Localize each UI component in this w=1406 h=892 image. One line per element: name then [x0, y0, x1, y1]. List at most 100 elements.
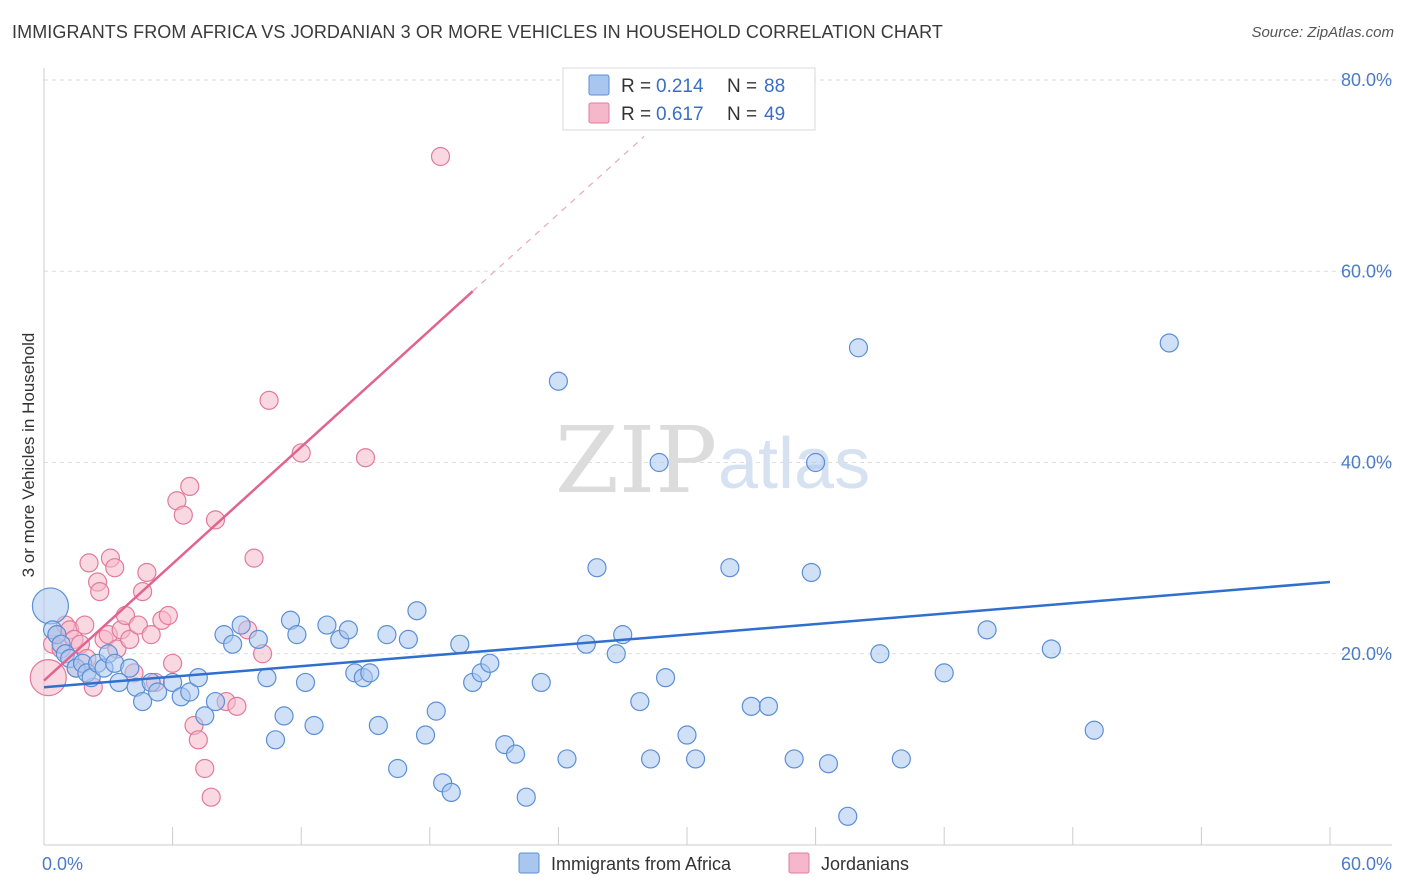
- africa-point-87: [1159, 333, 1179, 353]
- chart-title: IMMIGRANTS FROM AFRICA VS JORDANIAN 3 OR…: [12, 22, 943, 42]
- africa-point-29: [248, 629, 268, 650]
- bottom-legend-swatch-jordan: [788, 852, 810, 874]
- africa-point-42: [360, 663, 380, 683]
- watermark-zip: ZIP: [555, 407, 717, 514]
- jordanians-points: [29, 146, 451, 807]
- y-tick-label-80: 80.0%: [1341, 70, 1392, 90]
- africa-point-70: [677, 725, 697, 745]
- africa-point-17: [132, 691, 153, 712]
- jordanians-trend-line: [43, 290, 474, 682]
- jordanians-point-9: [75, 615, 95, 635]
- africa-point-52: [450, 634, 470, 654]
- africa-point-64: [606, 644, 626, 664]
- bottom-legend: Immigrants from Africa Jordanians: [518, 852, 909, 874]
- africa-point-85: [1041, 639, 1061, 659]
- jordanians-point-46: [291, 443, 311, 463]
- jordanians-point-45: [259, 390, 279, 410]
- legend-r-value-africa: 0.214: [656, 76, 704, 97]
- x-tick-label-min: 0.0%: [42, 854, 83, 874]
- y-tick-label-40: 40.0%: [1341, 453, 1392, 473]
- africa-point-75: [784, 749, 804, 769]
- africa-point-22: [180, 682, 200, 702]
- africa-point-59: [531, 672, 551, 693]
- africa-point-69: [655, 668, 676, 688]
- africa-point-43: [368, 715, 388, 736]
- jordanians-point-31: [163, 653, 183, 673]
- africa-point-73: [741, 696, 761, 716]
- jordanians-point-48: [430, 146, 451, 167]
- africa-point-15: [120, 658, 140, 678]
- africa-point-32: [274, 706, 294, 726]
- africa-point-27: [223, 634, 243, 654]
- legend-r-value-jordan: 0.617: [656, 104, 704, 125]
- africa-point-47: [407, 601, 427, 621]
- africa-point-0: [31, 587, 70, 625]
- africa-point-48: [415, 725, 436, 745]
- africa-point-71: [685, 749, 706, 769]
- africa-point-36: [304, 715, 324, 736]
- africa-point-82: [891, 749, 911, 769]
- axes: [43, 68, 1392, 846]
- jordanians-point-27: [141, 625, 161, 645]
- africa-point-72: [720, 558, 740, 578]
- africa-trend-line: [43, 580, 1331, 689]
- x-tick-label-max: 60.0%: [1341, 854, 1392, 874]
- jordanians-point-11: [79, 553, 99, 573]
- jordanians-point-38: [201, 787, 221, 807]
- africa-point-39: [338, 620, 358, 640]
- africa-point-83: [934, 663, 954, 683]
- jordanians-point-18: [105, 558, 125, 578]
- top-legend: R = 0.214 N = 88 R = 0.617 N = 49: [562, 67, 816, 131]
- jordanians-point-39: [205, 510, 226, 530]
- jordanians-point-37: [195, 758, 215, 779]
- jordanians-point-14: [90, 581, 110, 602]
- africa-point-51: [441, 782, 461, 803]
- legend-n-label-africa: N =: [727, 76, 757, 97]
- x-ticks: [43, 827, 1331, 845]
- jordanians-point-24: [128, 615, 148, 635]
- jordanians-point-30: [158, 605, 178, 626]
- jordanians-point-43: [244, 548, 264, 568]
- africa-point-44: [377, 625, 397, 645]
- bottom-legend-label-jordan: Jordanians: [821, 854, 909, 874]
- y-axis-title: 3 or more Vehicles in Household: [19, 333, 38, 578]
- africa-point-25: [205, 691, 226, 712]
- africa-point-34: [287, 625, 307, 645]
- africa-point-74: [758, 696, 779, 716]
- africa-point-61: [557, 749, 577, 769]
- legend-n-value-africa: 88: [764, 76, 785, 97]
- africa-point-79: [838, 806, 858, 826]
- africa-point-86: [1084, 720, 1104, 740]
- africa-point-76: [801, 562, 821, 583]
- legend-r-label-jordan: R =: [621, 104, 651, 125]
- africa-point-37: [317, 615, 337, 635]
- source-label: Source: ZipAtlas.com: [1251, 24, 1394, 41]
- bottom-legend-label-africa: Immigrants from Africa: [551, 854, 732, 874]
- legend-r-label-africa: R =: [621, 76, 651, 97]
- africa-point-35: [295, 672, 316, 693]
- grid-lines: [44, 79, 1392, 655]
- africa-point-58: [516, 787, 536, 807]
- africa-point-60: [548, 371, 569, 391]
- africa-point-45: [388, 758, 408, 779]
- jordanians-point-34: [180, 476, 200, 497]
- africa-point-49: [426, 701, 446, 721]
- africa-point-68: [649, 452, 669, 473]
- africa-point-63: [587, 558, 607, 578]
- africa-point-57: [505, 744, 526, 764]
- jordanians-point-26: [137, 562, 157, 583]
- africa-point-84: [977, 620, 997, 640]
- legend-swatch-jordan: [588, 102, 610, 124]
- y-tick-label-60: 60.0%: [1341, 261, 1392, 281]
- africa-point-67: [640, 749, 661, 769]
- africa-point-55: [480, 653, 500, 673]
- africa-point-28: [231, 615, 251, 635]
- trend-lines: [43, 135, 1331, 689]
- jordanians-point-33: [173, 505, 193, 525]
- jordanians-point-22: [120, 629, 140, 650]
- africa-points: [31, 333, 1179, 826]
- africa-point-66: [630, 691, 650, 712]
- africa-point-19: [147, 682, 168, 702]
- jordanians-point-41: [227, 696, 247, 716]
